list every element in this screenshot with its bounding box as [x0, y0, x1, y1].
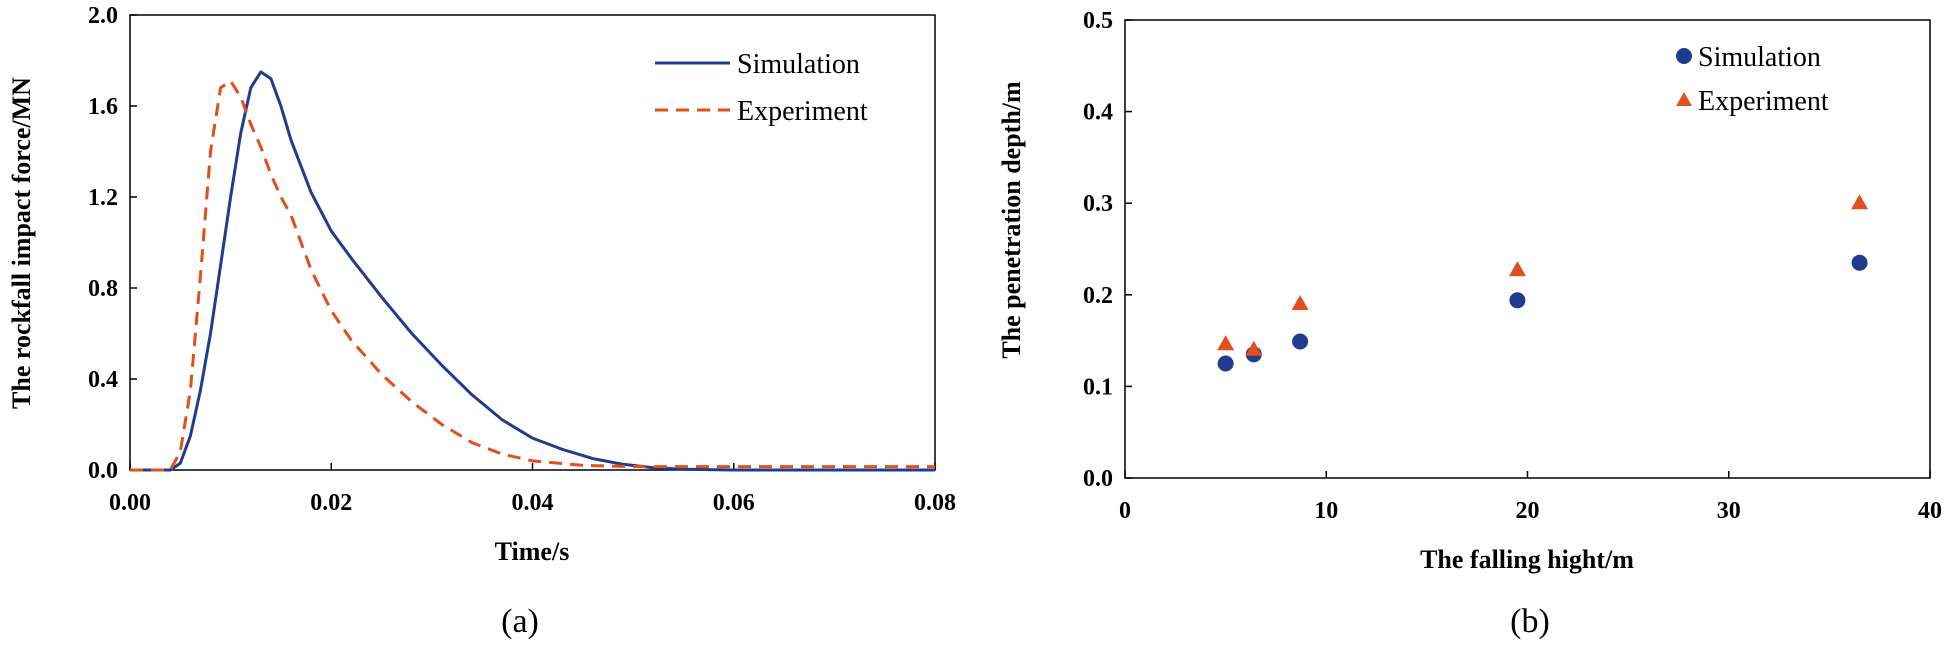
x-tick-label: 10	[1314, 498, 1338, 524]
scatter-point-experiment	[1851, 194, 1869, 210]
y-tick-label: 0.0	[88, 458, 118, 484]
x-tick-label: 0.08	[914, 490, 956, 516]
y-tick-label: 2.0	[88, 3, 118, 29]
scatter-point-experiment	[1291, 294, 1309, 310]
panel-a-legend: Simulation Experiment	[655, 49, 868, 127]
y-tick-label: 0.4	[1083, 100, 1113, 126]
x-tick-label: 40	[1918, 498, 1942, 524]
y-tick-label: 0.8	[88, 276, 118, 302]
x-tick-label: 20	[1516, 498, 1540, 524]
x-tick-label: 0.00	[109, 490, 151, 516]
series-line-experiment	[130, 79, 935, 472]
panel-a-x-ticks: 0.00 0.02 0.04 0.06 0.08	[109, 463, 956, 516]
panel-b-caption: (b)	[1510, 603, 1550, 640]
panel-a-series-group	[130, 70, 935, 472]
x-tick-label: 0	[1119, 498, 1131, 524]
panel-a-legend-label-experiment: Experiment	[737, 96, 868, 127]
panel-a-line-chart: 0.00.40.81.21.62.0 0.00 0.02 0.04 0.06 0.08 …	[7, 3, 956, 640]
panel-b-legend: Simulation Experiment	[1676, 42, 1829, 117]
x-tick-label: 0.04	[512, 490, 554, 516]
panel-b-scatter-chart: 0.0 0.1 0.2 0.3 0.4 0.5 0 10 20 30 40 The falling…	[997, 8, 1942, 640]
scatter-point-experiment	[1245, 340, 1263, 356]
y-tick-label: 0.0	[1083, 466, 1113, 492]
y-tick-label: 1.2	[88, 185, 118, 211]
panel-b-legend-swatch-experiment	[1676, 92, 1692, 106]
y-tick-label: 0.2	[1083, 283, 1113, 309]
scatter-point-simulation	[1292, 333, 1309, 350]
panel-b-legend-swatch-simulation	[1676, 48, 1692, 64]
panel-a-y-axis-title: The rockfall impact force/MN	[7, 77, 36, 409]
scatter-point-simulation	[1851, 254, 1868, 271]
x-tick-label: 30	[1717, 498, 1741, 524]
panel-a-caption: (a)	[501, 603, 539, 640]
panel-b-x-ticks: 0 10 20 30 40	[1119, 471, 1942, 524]
y-tick-label: 1.6	[88, 94, 118, 120]
x-tick-label: 0.02	[310, 490, 352, 516]
scatter-point-simulation	[1509, 292, 1526, 309]
panel-b-legend-label-experiment: Experiment	[1698, 86, 1829, 117]
panel-a-legend-label-simulation: Simulation	[737, 49, 860, 80]
scatter-point-simulation	[1217, 355, 1234, 372]
x-tick-label: 0.06	[713, 490, 755, 516]
y-tick-label: 0.4	[88, 367, 118, 393]
panel-a-y-ticks: 0.0 0.4 0.8 1.2 1.6 2.0	[88, 3, 137, 484]
panel-b-x-axis-title: The falling hight/m	[1420, 545, 1634, 574]
scatter-point-experiment	[1217, 335, 1235, 351]
panel-b-y-ticks: 0.0 0.1 0.2 0.3 0.4 0.5	[1083, 8, 1132, 492]
y-tick-label: 0.3	[1083, 191, 1113, 217]
panel-b-y-axis-title: The penetration depth/m	[997, 81, 1026, 359]
y-tick-label: 0.5	[1083, 8, 1113, 34]
panel-b-series-group	[1217, 194, 1869, 372]
panel-a-x-axis-title: Time/s	[495, 537, 570, 566]
y-tick-label: 0.1	[1083, 374, 1113, 400]
series-line-simulation	[130, 70, 935, 472]
panel-a-plot-frame	[129, 14, 936, 471]
scatter-point-experiment	[1508, 261, 1526, 277]
panel-b-legend-label-simulation: Simulation	[1698, 42, 1821, 73]
